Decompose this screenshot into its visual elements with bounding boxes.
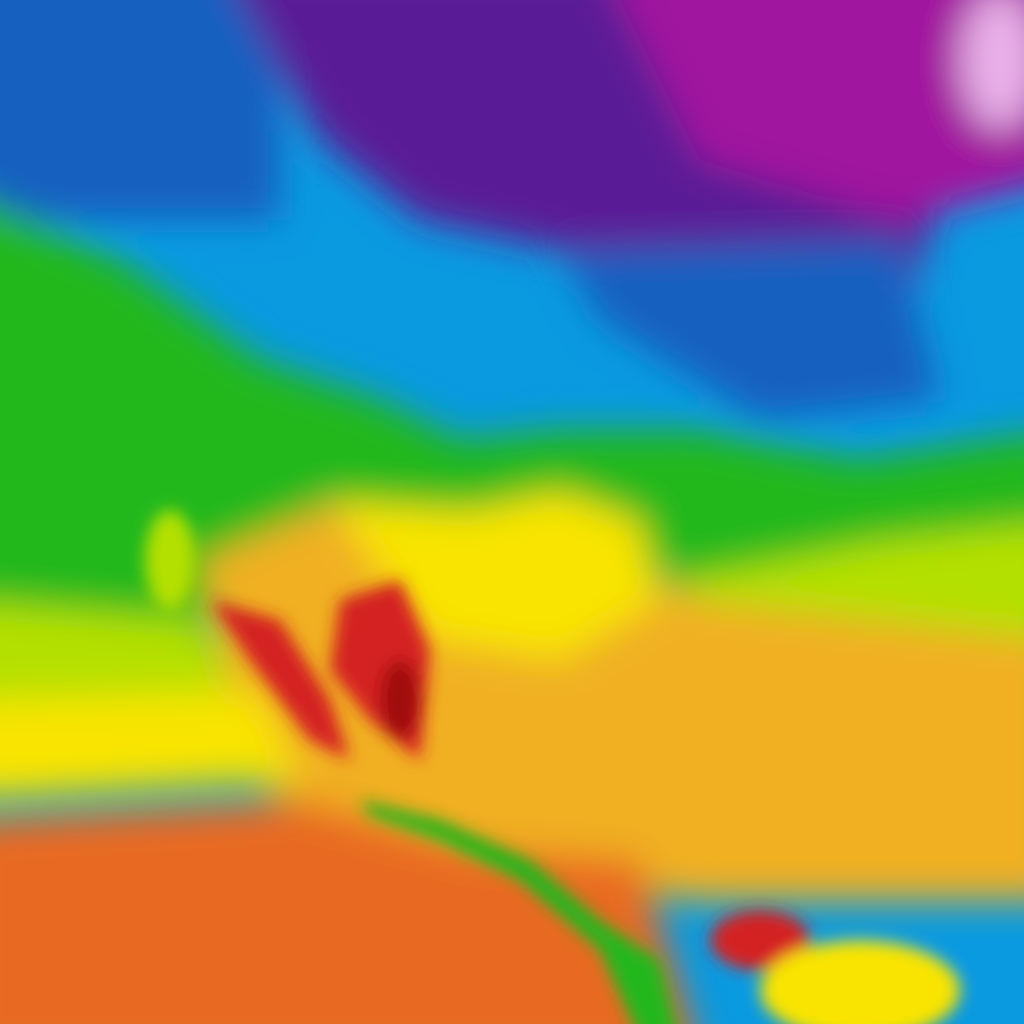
magenta-region xyxy=(620,0,1024,220)
coastal-green-west xyxy=(145,510,195,610)
yellow-band-west xyxy=(0,690,300,798)
hot-land-red xyxy=(210,600,350,760)
dark-blue-northwest xyxy=(0,0,280,220)
yellow-green-west xyxy=(0,603,250,718)
dark-blue-east xyxy=(560,240,940,420)
yellow-south-america xyxy=(760,940,960,1024)
yellow-land xyxy=(330,490,660,660)
central-america-green xyxy=(360,800,676,1024)
pink-cold-core xyxy=(960,0,1024,130)
hot-core-venezuela xyxy=(710,910,810,970)
hot-core-texas xyxy=(380,660,420,740)
